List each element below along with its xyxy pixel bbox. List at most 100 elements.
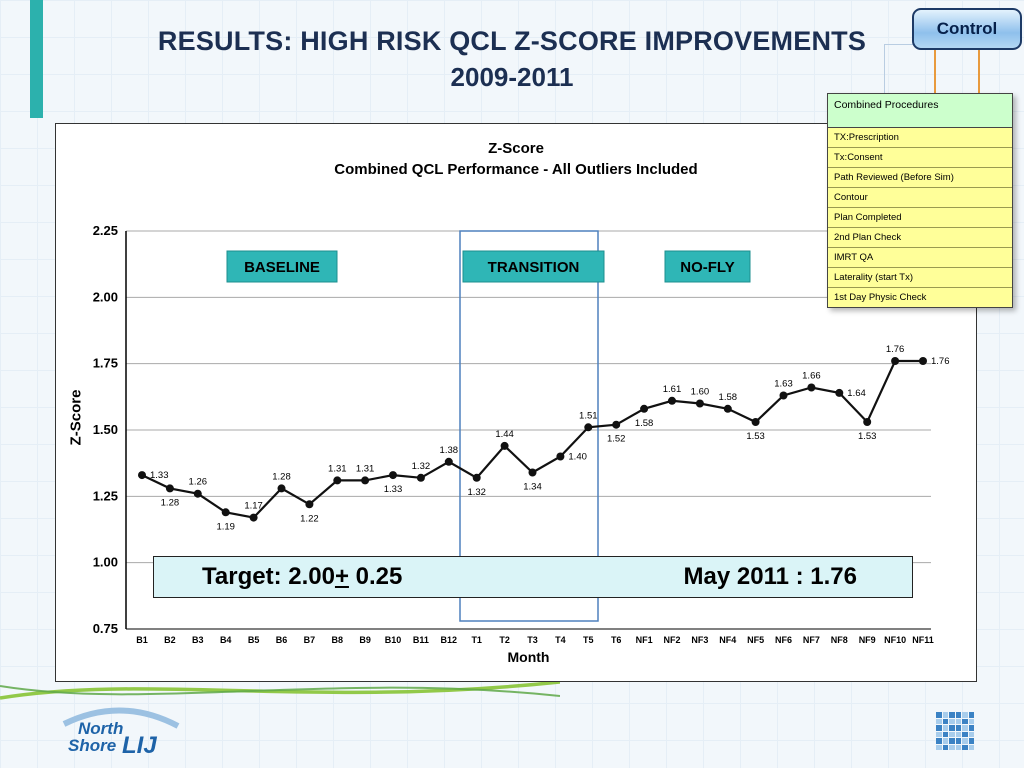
svg-text:1.17: 1.17 bbox=[244, 501, 263, 512]
pixel-cell bbox=[942, 712, 948, 718]
svg-text:1.75: 1.75 bbox=[93, 356, 118, 371]
svg-text:1.40: 1.40 bbox=[568, 452, 587, 463]
pixel-cell bbox=[962, 712, 968, 718]
chart-title: Z-Score bbox=[488, 140, 544, 157]
svg-text:1.64: 1.64 bbox=[847, 388, 866, 399]
svg-text:1.28: 1.28 bbox=[161, 497, 180, 508]
pixel-cell bbox=[942, 718, 948, 724]
logo-swoosh bbox=[62, 707, 180, 729]
phase-region-labels: BASELINE TRANSITION NO-FLY bbox=[226, 250, 751, 283]
svg-text:NF8: NF8 bbox=[831, 635, 848, 645]
svg-text:2.00: 2.00 bbox=[93, 289, 118, 304]
teal-accent-bar bbox=[30, 0, 43, 118]
pixel-cell bbox=[968, 738, 974, 744]
chart-subtitle: Combined QCL Performance - All Outliers … bbox=[334, 161, 698, 178]
svg-text:T3: T3 bbox=[527, 635, 538, 645]
pixel-cell bbox=[936, 744, 942, 750]
svg-text:1.63: 1.63 bbox=[774, 379, 793, 390]
svg-text:B7: B7 bbox=[304, 635, 316, 645]
svg-text:T2: T2 bbox=[499, 635, 510, 645]
svg-text:1.50: 1.50 bbox=[93, 422, 118, 437]
target-banner: Target: 2.00+ 0.25 May 2011 : 1.76 bbox=[153, 556, 913, 598]
plus-minus-sign: + bbox=[334, 563, 349, 590]
svg-text:1.58: 1.58 bbox=[635, 418, 654, 429]
pixel-cell bbox=[949, 725, 955, 731]
svg-text:1.61: 1.61 bbox=[663, 384, 682, 395]
svg-text:NF5: NF5 bbox=[747, 635, 764, 645]
svg-text:1.31: 1.31 bbox=[356, 463, 375, 474]
legend-item: Contour bbox=[828, 188, 1012, 208]
svg-text:NF10: NF10 bbox=[884, 635, 906, 645]
svg-text:1.51: 1.51 bbox=[579, 410, 598, 421]
svg-text:1.19: 1.19 bbox=[216, 521, 235, 532]
svg-text:1.32: 1.32 bbox=[467, 487, 486, 498]
logo-text-north: North bbox=[78, 719, 123, 738]
pixel-cell bbox=[962, 744, 968, 750]
svg-text:1.31: 1.31 bbox=[328, 463, 347, 474]
pixel-cell bbox=[942, 731, 948, 737]
pixel-cell bbox=[968, 744, 974, 750]
svg-text:NF4: NF4 bbox=[719, 635, 736, 645]
svg-text:1.34: 1.34 bbox=[523, 482, 542, 493]
pixel-cell bbox=[955, 725, 961, 731]
slide-title-line2: 2009-2011 bbox=[450, 62, 574, 92]
svg-text:NF11: NF11 bbox=[912, 635, 934, 645]
svg-text:1.33: 1.33 bbox=[150, 470, 169, 481]
pixel-cell bbox=[942, 744, 948, 750]
svg-text:B8: B8 bbox=[332, 635, 344, 645]
svg-text:1.00: 1.00 bbox=[93, 555, 118, 570]
slide-title-line1: RESULTS: HIGH RISK QCL Z-SCORE IMPROVEME… bbox=[157, 26, 867, 56]
pixel-cell bbox=[936, 731, 942, 737]
svg-text:B5: B5 bbox=[248, 635, 260, 645]
legend-header: Combined Procedures bbox=[828, 94, 1012, 128]
svg-text:1.76: 1.76 bbox=[886, 344, 905, 355]
svg-text:2.25: 2.25 bbox=[93, 223, 118, 238]
svg-text:B4: B4 bbox=[220, 635, 232, 645]
data-points-and-labels: 1.33 B1 1.28 B2 1.26 B3 1.19 B4 1.17 B5 1.28 B6 1.22… bbox=[136, 344, 949, 645]
zscore-chart-panel: Z-Score Combined QCL Performance - All O… bbox=[55, 123, 977, 682]
northshore-lij-logo: North Shore LIJ bbox=[62, 707, 180, 759]
pixel-cell bbox=[955, 738, 961, 744]
current-value-text: May 2011 : 1.76 bbox=[683, 563, 857, 590]
x-axis-title: Month bbox=[508, 649, 550, 665]
procedures-legend: Combined Procedures TX:Prescription Tx:Co… bbox=[827, 93, 1013, 308]
legend-item: 2nd Plan Check bbox=[828, 228, 1012, 248]
pixel-cell bbox=[942, 738, 948, 744]
pixel-cell bbox=[962, 718, 968, 724]
svg-text:BASELINE: BASELINE bbox=[244, 259, 320, 276]
svg-text:1.33: 1.33 bbox=[384, 484, 403, 495]
svg-text:T4: T4 bbox=[555, 635, 566, 645]
svg-text:1.26: 1.26 bbox=[189, 477, 208, 488]
svg-text:NF7: NF7 bbox=[803, 635, 820, 645]
svg-text:1.76: 1.76 bbox=[931, 356, 950, 367]
logo-text-shore: Shore bbox=[68, 736, 116, 755]
svg-text:T1: T1 bbox=[471, 635, 482, 645]
pixel-cell bbox=[955, 744, 961, 750]
legend-item: 1st Day Physic Check bbox=[828, 288, 1012, 307]
legend-item: IMRT QA bbox=[828, 248, 1012, 268]
pixel-cell bbox=[962, 725, 968, 731]
svg-text:B3: B3 bbox=[192, 635, 204, 645]
svg-text:1.52: 1.52 bbox=[607, 434, 626, 445]
svg-text:B10: B10 bbox=[385, 635, 402, 645]
svg-text:B2: B2 bbox=[164, 635, 176, 645]
svg-text:B12: B12 bbox=[441, 635, 458, 645]
pixel-cell bbox=[936, 712, 942, 718]
svg-text:NF6: NF6 bbox=[775, 635, 792, 645]
legend-item: Path Reviewed (Before Sim) bbox=[828, 168, 1012, 188]
pixel-cell bbox=[962, 731, 968, 737]
legend-item: Plan Completed bbox=[828, 208, 1012, 228]
pixel-cell bbox=[968, 712, 974, 718]
svg-text:1.53: 1.53 bbox=[746, 431, 765, 442]
control-button[interactable]: Control bbox=[912, 8, 1022, 50]
svg-text:B6: B6 bbox=[276, 635, 288, 645]
series-line bbox=[141, 359, 923, 519]
svg-text:T5: T5 bbox=[583, 635, 594, 645]
svg-text:TRANSITION: TRANSITION bbox=[488, 259, 580, 276]
pixel-cell bbox=[968, 718, 974, 724]
legend-item: TX:Prescription bbox=[828, 128, 1012, 148]
svg-text:NF3: NF3 bbox=[691, 635, 708, 645]
pixel-cell bbox=[936, 738, 942, 744]
svg-text:1.44: 1.44 bbox=[495, 429, 513, 440]
svg-text:1.28: 1.28 bbox=[272, 471, 291, 482]
